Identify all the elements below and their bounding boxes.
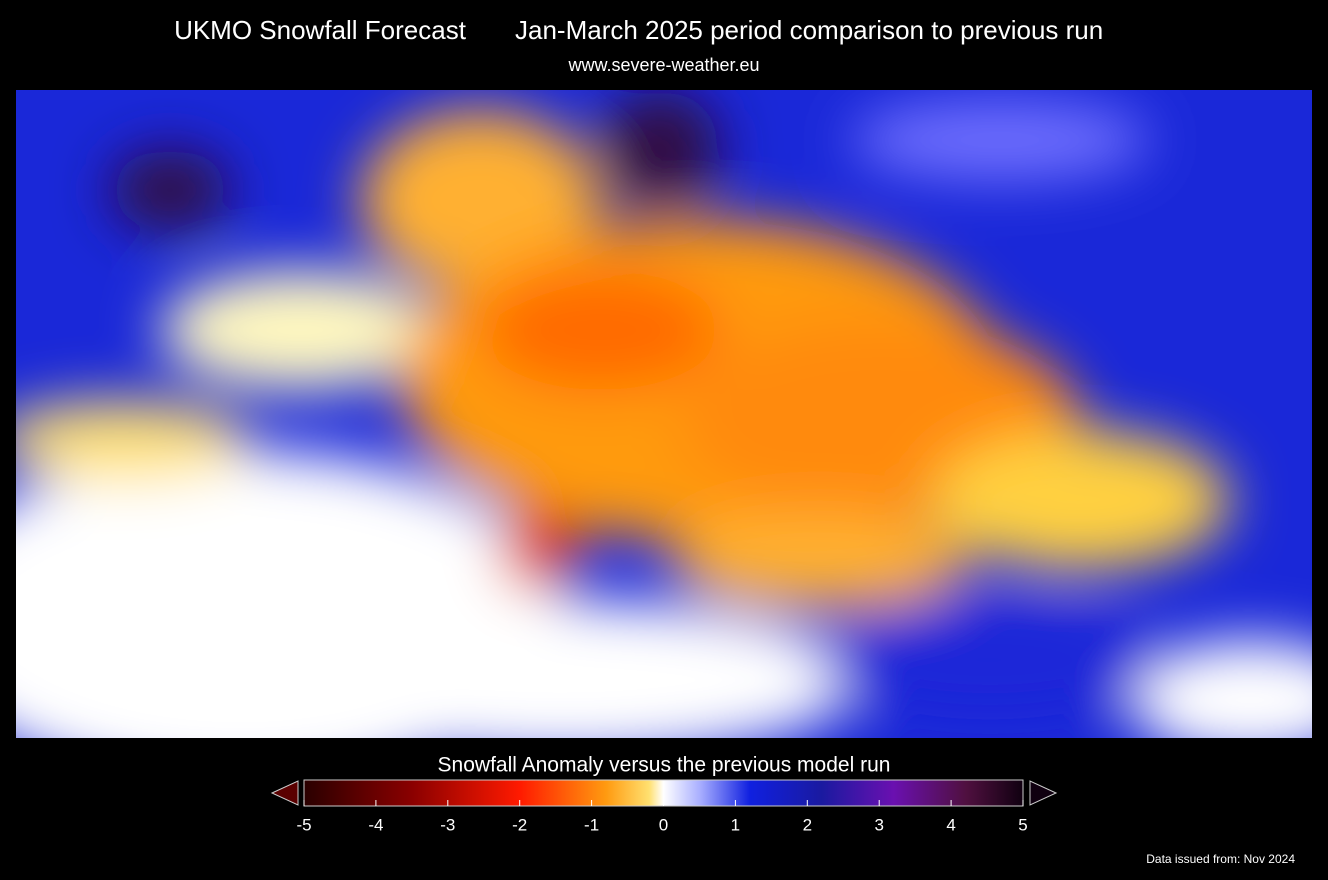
colorbar-tick-label: -4 <box>368 815 383 834</box>
legend-title: Snowfall Anomaly versus the previous mod… <box>438 754 891 777</box>
colorbar-tick-label: -2 <box>512 815 527 834</box>
issue-note: Data issued from: Nov 2024 <box>1146 852 1295 866</box>
colorbar-tick-label: 3 <box>874 815 883 834</box>
colorbar-tick-label: -5 <box>296 815 311 834</box>
colorbar-tick-label: 0 <box>659 815 668 834</box>
colorbar-tick-label: 4 <box>946 815 955 834</box>
colorbar-tick-label: -3 <box>440 815 455 834</box>
colorbar-tick-label: 5 <box>1018 815 1027 834</box>
map-area <box>16 90 1312 738</box>
colorbar-arrow-high <box>1029 780 1058 806</box>
source-url: www.severe-weather.eu <box>567 55 759 75</box>
colorbar-arrow-low <box>270 780 299 806</box>
colorbar-tick-label: 2 <box>803 815 812 834</box>
colorbar-tick-label: 1 <box>731 815 740 834</box>
map-subtitle: Jan-March 2025 period comparison to prev… <box>515 15 1103 45</box>
map-title: UKMO Snowfall Forecast <box>174 15 467 45</box>
colorbar-tick-label: -1 <box>584 815 599 834</box>
